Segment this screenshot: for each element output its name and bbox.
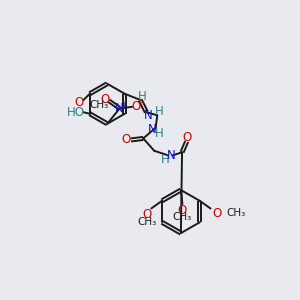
- Text: +: +: [120, 101, 127, 110]
- Text: O: O: [100, 93, 110, 106]
- Text: N: N: [167, 149, 176, 162]
- Text: CH₃: CH₃: [90, 100, 109, 110]
- Text: N: N: [144, 109, 152, 122]
- Text: CH₃: CH₃: [173, 212, 192, 222]
- Text: O: O: [178, 203, 187, 217]
- Text: −: −: [137, 98, 144, 107]
- Text: H: H: [154, 105, 163, 118]
- Text: CH₃: CH₃: [137, 217, 156, 226]
- Text: HO: HO: [67, 106, 85, 119]
- Text: H: H: [137, 90, 146, 103]
- Text: N: N: [115, 102, 124, 115]
- Text: O: O: [142, 208, 151, 221]
- Text: O: O: [131, 100, 141, 112]
- Text: H: H: [160, 154, 169, 166]
- Text: O: O: [122, 134, 131, 146]
- Text: CH₃: CH₃: [226, 208, 245, 218]
- Text: O: O: [183, 131, 192, 144]
- Text: O: O: [74, 97, 84, 110]
- Text: O: O: [212, 207, 221, 220]
- Text: H: H: [154, 127, 163, 140]
- Text: N: N: [148, 123, 156, 136]
